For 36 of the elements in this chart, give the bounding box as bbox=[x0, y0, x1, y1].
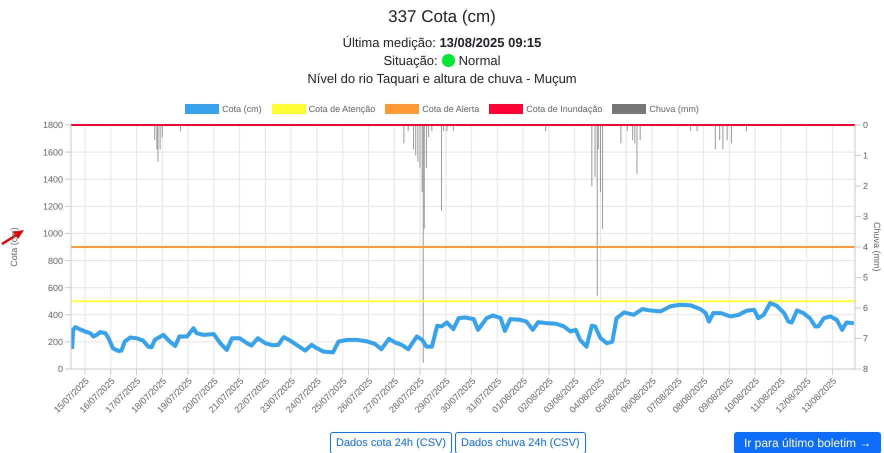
y-tick-label: 600 bbox=[48, 282, 63, 293]
y2-tick-label: 3 bbox=[863, 212, 868, 222]
y-tick-label: 800 bbox=[48, 256, 63, 266]
chart-subtitle: Nível do rio Taquari e altura de chuva - Muçum bbox=[306, 71, 578, 86]
line-series bbox=[71, 301, 855, 354]
text: Última medição: bbox=[342, 35, 437, 50]
y-tick-label: 1200 bbox=[42, 202, 63, 212]
y2-axis-title: Chuva (mm) bbox=[871, 222, 882, 272]
legend-label: Cota de Alerta bbox=[422, 104, 480, 114]
y-tick-label: 1400 bbox=[42, 174, 63, 184]
y2-tick-label: 7 bbox=[863, 334, 868, 344]
legend-label: Cota de Inundação bbox=[526, 104, 602, 114]
chart-title: 337 Cota (cm) bbox=[387, 7, 497, 27]
csv-button: Dados chuva 24h (CSV) bbox=[455, 432, 586, 453]
legend-label: Cota (cm) bbox=[222, 104, 262, 114]
y-tick-label: 200 bbox=[48, 337, 63, 348]
y-tick-label: 1800 bbox=[42, 120, 63, 130]
y-tick-label: 0 bbox=[58, 364, 63, 374]
y2-tick-label: 4 bbox=[863, 242, 868, 252]
text: Situação: bbox=[383, 53, 438, 68]
y2-tick-label: 2 bbox=[863, 181, 868, 192]
y-tick-label: 1600 bbox=[42, 147, 63, 158]
legend-label: Chuva (mm) bbox=[649, 104, 699, 114]
csv-button: Dados cota 24h (CSV) bbox=[330, 432, 452, 453]
y-axis-title: Cota (cm) bbox=[9, 227, 20, 267]
y2-tick-label: 6 bbox=[863, 303, 868, 314]
text: Normal bbox=[458, 53, 501, 68]
y2-tick-label: 0 bbox=[863, 120, 868, 130]
legend-label: Cota de Atenção bbox=[308, 104, 376, 114]
text: 13/08/2025 09:15 bbox=[439, 35, 542, 50]
y-tick-label: 1000 bbox=[42, 228, 63, 239]
y2-tick-label: 8 bbox=[863, 364, 868, 374]
y2-tick-label: 5 bbox=[863, 272, 868, 283]
report-button: Ir para último boletim → bbox=[734, 432, 882, 453]
y-tick-label: 400 bbox=[48, 310, 63, 320]
y2-tick-label: 1 bbox=[863, 150, 868, 161]
